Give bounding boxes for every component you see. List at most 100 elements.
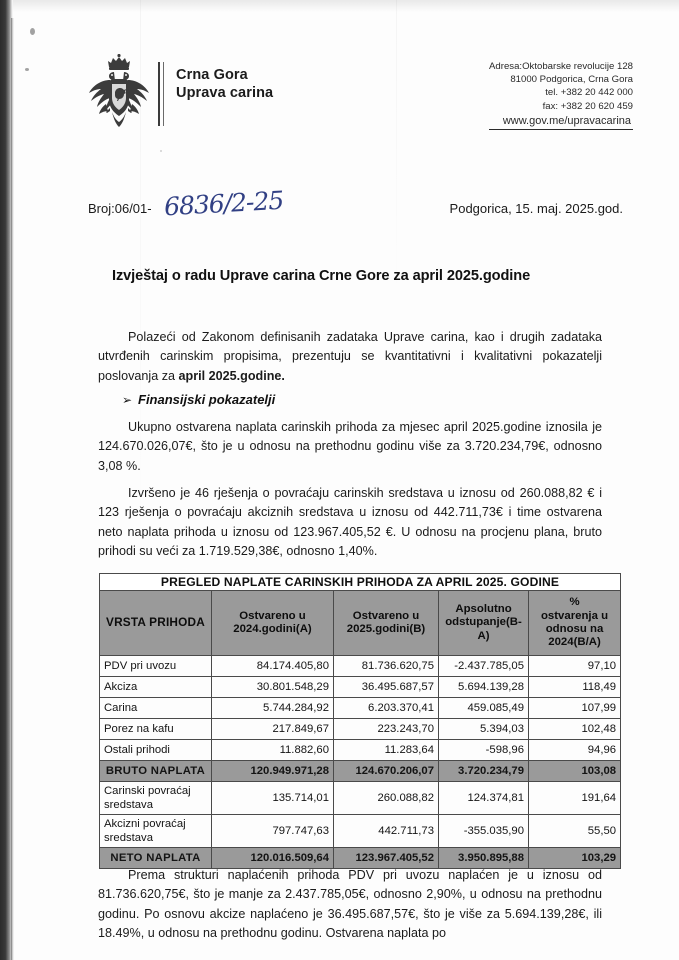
cell-realized-2024: 797.747,63 xyxy=(211,814,334,848)
handwritten-reference-number: 6836/2-25 xyxy=(163,185,284,222)
cell-absolute-deviation: -355.035,90 xyxy=(438,814,529,848)
cell-realized-2024: 217.849,67 xyxy=(211,718,334,740)
cell-revenue-type: Akciza xyxy=(99,676,212,698)
cell-realized-2024: 135.714,01 xyxy=(211,781,334,815)
montenegro-coat-of-arms-icon xyxy=(88,54,150,138)
column-header-realized-2025: Ostvareno u 2025.godini(B) xyxy=(333,590,439,656)
cell-realized-2024: 84.174.405,80 xyxy=(211,655,334,677)
cell-revenue-type: Porez na kafu xyxy=(99,718,212,740)
column-header-absolute-deviation-line1: Apsolutno xyxy=(455,602,512,615)
contact-address-block: Adresa:Oktobarske revolucije 128 81000 P… xyxy=(418,60,633,131)
cell-revenue-type-line1: Carinski povraćaj xyxy=(104,785,191,797)
table-row: Porez na kafu 217.849,67 223.243,70 5.394,0… xyxy=(99,718,622,740)
scan-speck xyxy=(160,150,162,152)
cell-revenue-type-line2: sredstava xyxy=(104,799,153,811)
cell-absolute-deviation: -598,96 xyxy=(438,739,529,761)
column-header-percent-realization: % ostvarenja u odnosu na 2024(B/A) xyxy=(527,590,622,656)
cell-absolute-deviation: 5.694.139,28 xyxy=(438,676,529,698)
cell-realized-2025: 260.088,82 xyxy=(333,781,439,815)
cell-revenue-type: PDV pri uvozu xyxy=(99,655,212,677)
cell-realized-2024: 11.882,60 xyxy=(211,739,334,761)
reference-line: Broj:06/01- 6836/2-25 Podgorica, 15. maj… xyxy=(88,186,633,224)
cell-revenue-type-line2: sredstava xyxy=(104,832,153,844)
cell-realized-2025: 442.711,73 xyxy=(333,814,439,848)
column-header-realized-2024: Ostvareno u 2024.godini(A) xyxy=(211,590,334,656)
column-header-percent-realization-line3: odnosu na xyxy=(545,623,604,635)
cell-revenue-type: BRUTO NAPLATA xyxy=(99,760,212,782)
cell-realized-2024: 120.016.509,64 xyxy=(211,847,334,869)
cell-realized-2025: 11.283,64 xyxy=(333,739,439,761)
cell-revenue-type: Carinski povraćaj sredstava xyxy=(99,781,212,815)
scan-left-edge-artifact xyxy=(0,0,13,960)
column-header-percent-realization-line4: 2024(B/A) xyxy=(548,636,601,649)
place-and-date: Podgorica, 15. maj. 2025.god. xyxy=(449,201,623,216)
address-city: 81000 Podgorica, Crna Gora xyxy=(510,74,633,86)
website-link[interactable]: www.gov.me/upravacarina xyxy=(488,115,633,131)
letterhead: Crna Gora Uprava carina Adresa:Oktobarsk… xyxy=(88,52,633,152)
table-row: Carinski povraćaj sredstava 135.714,01 260.… xyxy=(99,781,622,815)
cell-absolute-deviation: -2.437.785,05 xyxy=(438,655,529,677)
contact-fax: fax: +382 20 620 459 xyxy=(542,100,633,112)
column-header-absolute-deviation: Apsolutno odstupanje(B- A) xyxy=(438,590,529,656)
cell-revenue-type: Carina xyxy=(99,697,212,719)
section-heading-label: Finansijski pokazatelji xyxy=(138,392,276,407)
organization-line-department: Uprava carina xyxy=(176,85,274,101)
table-title: PREGLED NAPLATE CARINSKIH PRIHODA ZA APR… xyxy=(98,573,622,591)
table-header-row: VRSTA PRIHODA Ostvareno u 2024.godini(A)… xyxy=(99,590,622,656)
revenue-table: PREGLED NAPLATE CARINSKIH PRIHODA ZA APR… xyxy=(98,573,622,869)
cell-realized-2025: 81.736.620,75 xyxy=(333,655,439,677)
revenue-table-body: PDV pri uvozu 84.174.405,80 81.736.620,75-… xyxy=(99,655,622,869)
cell-realized-2025: 223.243,70 xyxy=(333,718,439,740)
cell-absolute-deviation: 3.720.234,79 xyxy=(438,760,529,782)
website-link-wrap: www.gov.me/upravacarina xyxy=(418,113,633,131)
column-header-realized-2024-line1: Ostvareno u xyxy=(239,609,306,622)
scan-streak xyxy=(396,0,397,300)
cell-percent-realization: 55,50 xyxy=(527,814,622,848)
paragraph-revenue-structure-text: Prema strukturi naplaćenih prihoda PDV p… xyxy=(98,868,602,941)
cell-realized-2024: 120.949.971,28 xyxy=(211,760,334,782)
cell-realized-2025: 124.670.206,07 xyxy=(333,760,439,782)
letterhead-divider-secondary xyxy=(163,62,164,126)
table-row: Carina 5.744.284,92 6.203.370,41 459.085,49… xyxy=(99,697,622,719)
letterhead-divider xyxy=(158,62,160,126)
scan-speck xyxy=(30,28,35,35)
cell-revenue-type: Ostali prihodi xyxy=(99,739,212,761)
table-title-row: PREGLED NAPLATE CARINSKIH PRIHODA ZA APR… xyxy=(98,573,622,591)
cell-percent-realization: 103,29 xyxy=(527,847,622,869)
paragraph-refunds: Izvršeno je 46 rješenja o povraćaju cari… xyxy=(98,484,602,562)
cell-percent-realization: 118,49 xyxy=(527,676,622,698)
cell-percent-realization: 191,64 xyxy=(527,781,622,815)
cell-realized-2024: 5.744.284,92 xyxy=(211,697,334,719)
bullet-arrow-icon: ➢ xyxy=(122,393,133,407)
table-row: Ostali prihodi 11.882,60 11.283,64 -598,96 9… xyxy=(99,739,622,761)
table-row: NETO NAPLATA 120.016.509,64 123.967.405,52… xyxy=(99,847,622,869)
scan-speck xyxy=(25,68,29,71)
table-row: BRUTO NAPLATA 120.949.971,28 124.670.206,0… xyxy=(99,760,622,782)
column-header-realized-2025-line1: Ostvareno u xyxy=(352,609,420,622)
cell-percent-realization: 102,48 xyxy=(527,718,622,740)
cell-realized-2025: 36.495.687,57 xyxy=(333,676,439,698)
cell-absolute-deviation: 124.374,81 xyxy=(438,781,529,815)
column-header-realized-2024-line2: 2024.godini(A) xyxy=(233,623,312,635)
cell-absolute-deviation: 5.394,03 xyxy=(438,718,529,740)
cell-percent-realization: 103,08 xyxy=(527,760,622,782)
cell-realized-2025: 6.203.370,41 xyxy=(333,697,439,719)
column-header-realized-2025-line2: 2025.godini(B) xyxy=(346,623,426,635)
column-header-percent-realization-line2: ostvarenja u xyxy=(540,609,609,622)
cell-absolute-deviation: 3.950.895,88 xyxy=(438,847,529,869)
cell-percent-realization: 107,99 xyxy=(527,697,622,719)
paragraph-intro-text: Polazeći od Zakonom definisanih zadataka… xyxy=(98,330,602,383)
column-header-revenue-type: VRSTA PRIHODA xyxy=(99,590,212,656)
cell-realized-2025: 123.967.405,52 xyxy=(333,847,439,869)
contact-telephone: tel. +382 20 442 000 xyxy=(545,87,633,99)
table-row: Akciza 30.801.548,29 36.495.687,57 5.694.13… xyxy=(99,676,622,698)
revenue-table-container: PREGLED NAPLATE CARINSKIH PRIHODA ZA APR… xyxy=(98,573,622,869)
cell-absolute-deviation: 459.085,49 xyxy=(438,697,529,719)
cell-realized-2024: 30.801.548,29 xyxy=(211,676,334,698)
cell-percent-realization: 94,96 xyxy=(527,739,622,761)
table-row: PDV pri uvozu 84.174.405,80 81.736.620,75-… xyxy=(99,655,622,677)
cell-percent-realization: 97,10 xyxy=(527,655,622,677)
paragraph-revenue-structure: Prema strukturi naplaćenih prihoda PDV p… xyxy=(98,866,602,944)
paragraph-intro: Polazeći od Zakonom definisanih zadataka… xyxy=(98,328,602,386)
